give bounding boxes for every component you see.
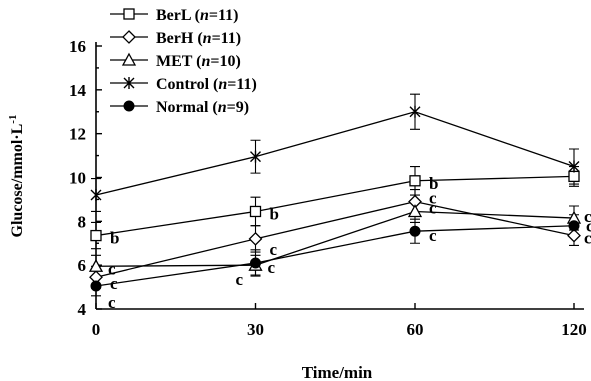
x-tick-label: 60: [407, 320, 424, 339]
legend-count: =11): [227, 76, 257, 93]
legend-label-normal: Normal (n=9): [156, 99, 249, 116]
x-axis-title: Time/min: [302, 363, 373, 381]
series-line-control: [95, 111, 575, 196]
legend-name: Normal (: [156, 99, 218, 116]
legend-label-control: Control (n=11): [156, 76, 257, 93]
marker-control: [409, 105, 421, 118]
legend-entry-control: Control (n=11): [110, 76, 257, 93]
legend-entry-met: MET (n=10): [110, 52, 241, 70]
marker-normal: [90, 280, 102, 292]
significance-letter-berl: b: [270, 204, 279, 223]
significance-letter-berl: b: [429, 174, 438, 193]
marker-met: [88, 258, 104, 272]
marker-berh: [248, 231, 263, 246]
series-line-berh: [95, 200, 575, 278]
legend-count: =11): [209, 7, 239, 24]
significance-letter-berl: b: [110, 229, 119, 248]
legend-n-symbol: n: [203, 30, 212, 47]
legend-n-symbol: n: [218, 99, 227, 116]
legend-name: BerH (: [156, 30, 203, 47]
y-tick-label: 16: [69, 37, 86, 56]
marker-normal: [409, 225, 421, 237]
marker-control: [250, 150, 261, 163]
legend-name: MET (: [156, 53, 201, 70]
marker-berh: [567, 228, 581, 243]
y-tick-label: 4: [78, 300, 87, 319]
series-line-berl: [95, 175, 575, 237]
significance-letter-met: c: [268, 258, 276, 277]
legend-name: BerL (: [156, 7, 200, 24]
y-tick-label: 10: [69, 169, 86, 188]
y-tick-label: 8: [78, 212, 87, 231]
legend-marker-met: [121, 52, 137, 66]
significance-letter-berh: c: [584, 229, 591, 248]
significance-letter-berh: c: [110, 274, 118, 293]
series-lines: [95, 111, 575, 287]
significance-letter-normal: c: [108, 293, 116, 312]
legend-name: Control (: [156, 76, 218, 93]
legend: BerL (n=11)BerH (n=11)MET (n=10)Control …: [110, 7, 257, 116]
significance-letter-met: c: [108, 259, 116, 278]
legend-entry-berl: BerL (n=11): [110, 7, 238, 24]
y-ticks: 4 6 8 10 12 14 16: [69, 37, 102, 319]
legend-marker-berh: [122, 30, 136, 44]
x-tick-label: 30: [247, 320, 264, 339]
y-tick-label: 6: [78, 256, 87, 275]
marker-berl: [90, 229, 102, 242]
legend-label-met: MET (n=10): [156, 53, 241, 70]
significance-letter-berh: c: [429, 189, 437, 208]
legend-marker-normal: [123, 100, 135, 112]
legend-label-berl: BerL (n=11): [156, 7, 238, 24]
legend-count: =9): [227, 99, 249, 116]
series-line-normal: [95, 225, 575, 287]
legend-count: =10): [210, 53, 240, 70]
legend-n-symbol: n: [200, 7, 209, 24]
marker-normal: [250, 257, 261, 269]
legend-count: =11): [212, 30, 242, 47]
series-line-met: [95, 210, 575, 267]
markers: [88, 105, 582, 292]
legend-entry-berh: BerH (n=11): [110, 30, 241, 47]
significance-letter-normal: c: [236, 270, 244, 289]
marker-control: [90, 189, 102, 202]
legend-entry-normal: Normal (n=9): [110, 99, 249, 116]
y-tick-label: 14: [69, 81, 87, 100]
y-tick-label: 12: [69, 125, 86, 144]
marker-met: [407, 204, 423, 218]
marker-berl: [409, 175, 421, 187]
legend-label-berh: BerH (n=11): [156, 30, 241, 47]
y-axis-title-exponent: -1: [7, 115, 19, 124]
x-ticks: 0 30 60 120: [92, 303, 587, 339]
legend-marker-control: [123, 77, 135, 89]
legend-marker-berl: [123, 8, 135, 20]
significance-letter-met: c: [429, 198, 437, 217]
significance-letter-met: c: [584, 207, 591, 226]
y-axis-title: Glucose/mmol·L-1: [7, 115, 26, 238]
x-tick-label: 120: [561, 320, 587, 339]
x-tick-label: 0: [92, 320, 101, 339]
legend-n-symbol: n: [218, 76, 227, 93]
marker-control: [568, 160, 580, 173]
marker-berl: [249, 205, 262, 218]
marker-normal: [568, 220, 580, 232]
significance-letter-normal: c: [586, 217, 591, 236]
legend-n-symbol: n: [201, 53, 210, 70]
y-axis-title-main: Glucose/mmol·L: [9, 124, 26, 238]
significance-letter-normal: c: [429, 226, 437, 245]
significance-letter-berh: c: [270, 240, 278, 259]
marker-berl: [568, 170, 580, 183]
